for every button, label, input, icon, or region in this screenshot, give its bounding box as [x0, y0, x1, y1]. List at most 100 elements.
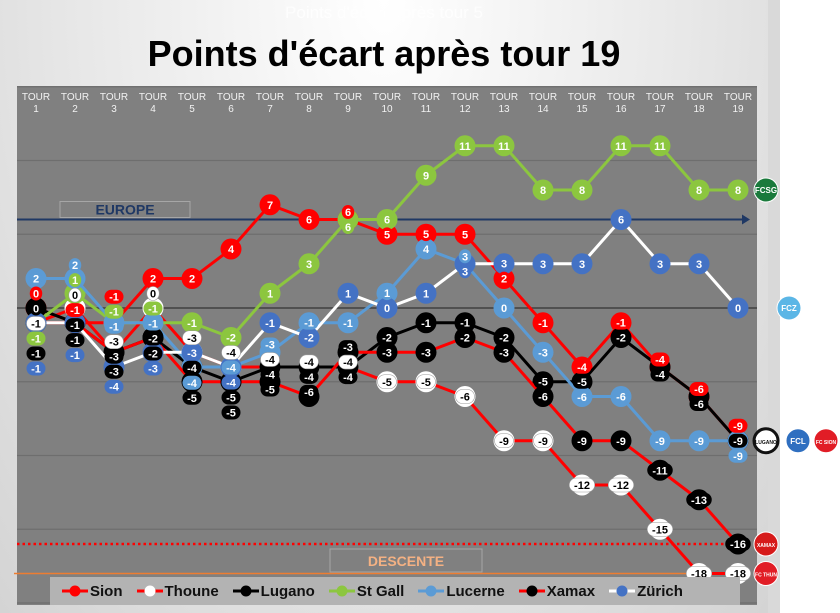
data-label-badge: [104, 364, 124, 379]
data-label-badge: [650, 138, 670, 153]
descente-label-box: [329, 548, 483, 573]
data-label: -1: [265, 318, 275, 330]
data-label-badge: [221, 390, 241, 405]
data-label: -2: [148, 349, 158, 361]
data-label-badge: [533, 389, 553, 404]
data-label-badge: [29, 286, 43, 301]
x-tick-label: TOUR 16: [607, 92, 635, 115]
data-label: 0: [150, 289, 156, 301]
legend-label: Thoune: [164, 582, 219, 600]
data-label: -6: [577, 392, 587, 404]
data-label: 9: [423, 170, 429, 182]
data-label: -1: [31, 364, 41, 376]
data-label-badge: [536, 183, 550, 197]
data-label-badge: [611, 138, 631, 153]
legend-marker-icon: [518, 585, 545, 597]
legend-item: Lucerne: [418, 583, 505, 600]
data-label-badge: [380, 301, 394, 316]
data-label: -3: [538, 347, 548, 359]
data-label: -1: [616, 318, 626, 330]
data-label-badge: [497, 256, 511, 271]
data-label: 0: [33, 289, 39, 301]
data-label-badge: [26, 331, 46, 346]
team-logo: [752, 427, 780, 455]
data-label-badge: [143, 346, 163, 361]
data-label-badge: [497, 301, 511, 315]
data-label: 5: [384, 229, 390, 241]
data-label-badge: [416, 345, 436, 360]
x-tick-label: TOUR 1: [22, 92, 50, 115]
data-label: -5: [421, 377, 431, 389]
data-label: -1: [109, 307, 119, 319]
data-label: -3: [265, 340, 275, 352]
data-label: -1: [70, 320, 80, 332]
legend-item: St Gall: [328, 582, 405, 600]
data-label-badge: [611, 389, 631, 404]
data-label: -5: [265, 385, 275, 397]
data-label: -5: [226, 393, 236, 405]
data-label: 0: [33, 304, 39, 316]
data-label: -6: [616, 392, 626, 404]
chart-title: Points d'écart après tour 19: [147, 33, 621, 74]
data-label: -1: [187, 318, 197, 330]
data-label: -5: [538, 377, 548, 389]
data-label: -5: [382, 377, 392, 389]
data-label-badge: [455, 315, 475, 330]
data-label: -2: [460, 333, 470, 345]
data-label-badge: [533, 315, 553, 330]
data-label-badge: [260, 337, 280, 352]
legend-label: Zürich: [637, 582, 683, 600]
data-label: 3: [657, 259, 663, 271]
ghost-subtitle: Points d'écart après tour 5: [285, 3, 483, 22]
data-label: -9: [616, 436, 626, 448]
data-label-badge: [299, 369, 319, 384]
data-label: 2: [33, 274, 39, 286]
data-label-badge: [104, 304, 124, 319]
team-logo-text: FCSG: [755, 186, 777, 195]
data-label: -4: [187, 363, 198, 375]
data-label: -1: [31, 334, 41, 346]
x-tick-label: TOUR 11: [412, 92, 440, 115]
data-label: -1: [109, 322, 119, 334]
data-label-badge: [458, 249, 472, 264]
data-label-badge: [68, 258, 82, 273]
data-label: 2: [72, 260, 78, 272]
data-label: -2: [382, 332, 392, 344]
europe-label-box: [59, 201, 191, 218]
team-logo: [753, 531, 779, 557]
data-label: -16: [730, 539, 746, 551]
data-label-badge: [104, 379, 124, 394]
data-label: 8: [696, 185, 702, 197]
data-label: -9: [577, 436, 587, 448]
data-label: 11: [498, 141, 510, 153]
data-label-badge: [182, 330, 202, 346]
x-tick-label: TOUR 18: [685, 92, 713, 115]
data-label: -6: [694, 384, 704, 396]
data-label-badge: [646, 521, 674, 537]
data-label-badge: [377, 330, 397, 345]
data-label-badge: [146, 271, 160, 286]
data-label-badge: [572, 389, 592, 404]
data-label: -4: [304, 357, 315, 369]
legend-label: Lugano: [260, 582, 315, 600]
data-label: -4: [109, 382, 120, 394]
data-label: 2: [150, 274, 156, 286]
data-label-badge: [341, 205, 355, 219]
data-label: -6: [304, 387, 314, 399]
data-label-badge: [185, 271, 199, 286]
legend-label: St Gall: [356, 582, 405, 600]
data-label-badge: [338, 370, 358, 385]
data-label-badge: [143, 361, 163, 376]
data-label-badge: [104, 319, 124, 334]
data-label: -12: [574, 480, 590, 492]
x-tick-label: TOUR 10: [373, 92, 401, 115]
data-label: -4: [655, 355, 666, 367]
data-label: -9: [733, 451, 743, 463]
x-tick-label: TOUR 12: [451, 92, 479, 115]
data-label-badge: [260, 367, 280, 382]
x-tick-label: TOUR 9: [334, 92, 362, 115]
data-label: 4: [423, 244, 430, 256]
legend: Sion Thoune Lugano St Gall Lucerne Xamax Züric…: [50, 577, 740, 605]
data-label-badge: [533, 374, 553, 389]
